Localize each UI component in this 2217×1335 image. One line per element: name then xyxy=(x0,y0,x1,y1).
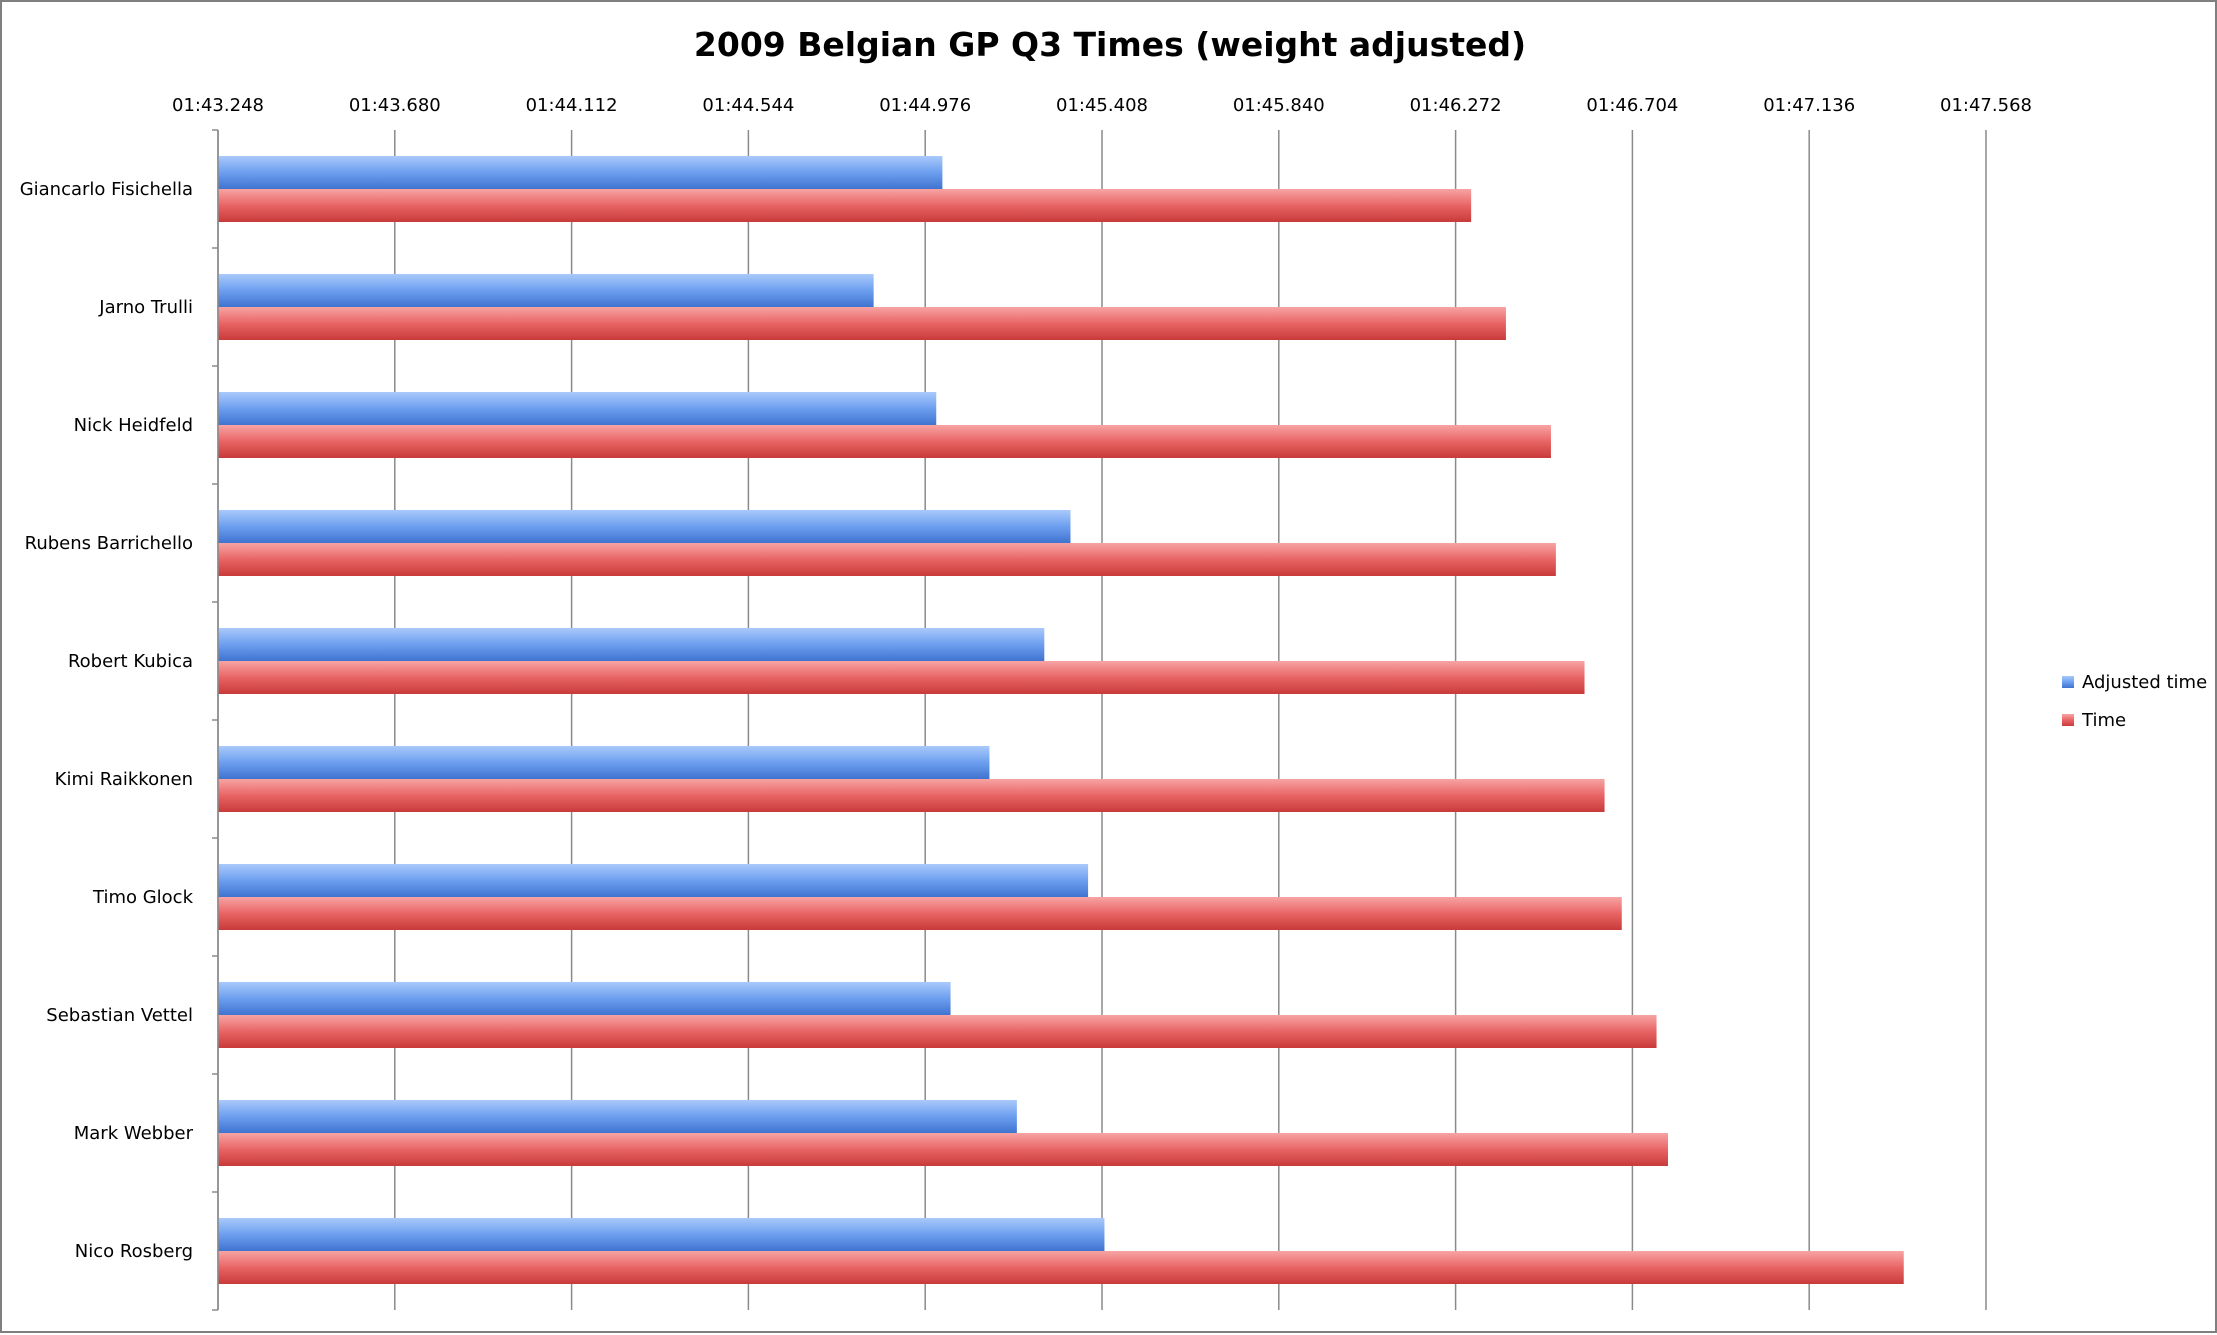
category-label: Rubens Barrichello xyxy=(25,533,193,554)
adjusted-time-bar xyxy=(218,746,990,779)
adjusted-time-bar xyxy=(218,628,1045,661)
category-label: Jarno Trulli xyxy=(98,297,193,318)
legend-item-time: Time xyxy=(2062,710,2126,731)
time-bar xyxy=(218,1251,1904,1284)
category-label: Giancarlo Fisichella xyxy=(20,179,193,200)
x-tick-label: 01:44.976 xyxy=(879,95,971,116)
category-label: Mark Webber xyxy=(74,1123,194,1144)
time-bar xyxy=(218,897,1622,930)
x-tick-label: 01:43.248 xyxy=(172,95,264,116)
category-label: Sebastian Vettel xyxy=(46,1005,193,1026)
x-tick-label: 01:47.568 xyxy=(1940,95,2032,116)
legend: Adjusted time Time xyxy=(2062,672,2207,731)
time-bar xyxy=(218,425,1551,458)
axes xyxy=(212,129,219,1311)
legend-label: Time xyxy=(2081,710,2126,731)
legend-item-adjusted-time: Adjusted time xyxy=(2062,672,2207,693)
time-bar xyxy=(218,779,1605,812)
x-tick-label: 01:46.704 xyxy=(1586,95,1678,116)
x-tick-label: 01:44.544 xyxy=(702,95,794,116)
x-tick-label: 01:43.680 xyxy=(349,95,441,116)
x-tick-label: 01:45.408 xyxy=(1056,95,1148,116)
bars xyxy=(218,156,1904,1284)
category-label: Timo Glock xyxy=(92,887,194,908)
adjusted-time-bar xyxy=(218,982,951,1015)
x-tick-label: 01:45.840 xyxy=(1233,95,1325,116)
adjusted-time-bar xyxy=(218,156,943,189)
time-bar xyxy=(218,661,1585,694)
adjusted-time-bar xyxy=(218,510,1071,543)
legend-swatch-time xyxy=(2062,714,2074,726)
x-axis-ticks: 01:43.248 01:43.680 01:44.112 01:44.544 01:4… xyxy=(172,95,2032,116)
time-bar xyxy=(218,543,1556,576)
x-tick-label: 01:44.112 xyxy=(526,95,618,116)
time-bar xyxy=(218,1015,1657,1048)
legend-label: Adjusted time xyxy=(2082,672,2207,693)
adjusted-time-bar xyxy=(218,274,874,307)
chart-title: 2009 Belgian GP Q3 Times (weight adjuste… xyxy=(694,25,1526,64)
adjusted-time-bar xyxy=(218,1100,1017,1133)
x-tick-label: 01:47.136 xyxy=(1763,95,1855,116)
category-label: Nick Heidfeld xyxy=(74,415,193,436)
time-bar xyxy=(218,307,1506,340)
adjusted-time-bar xyxy=(218,864,1089,897)
category-label: Robert Kubica xyxy=(68,651,193,672)
category-label: Nico Rosberg xyxy=(75,1241,193,1262)
time-bar xyxy=(218,189,1472,222)
adjusted-time-bar xyxy=(218,1218,1105,1251)
category-labels: Giancarlo Fisichella Jarno Trulli Nick Hei… xyxy=(20,179,194,1262)
time-bar xyxy=(218,1133,1669,1166)
x-tick-label: 01:46.272 xyxy=(1410,95,1502,116)
category-label: Kimi Raikkonen xyxy=(55,769,193,790)
legend-swatch-adjusted-time xyxy=(2062,676,2074,688)
adjusted-time-bar xyxy=(218,392,937,425)
